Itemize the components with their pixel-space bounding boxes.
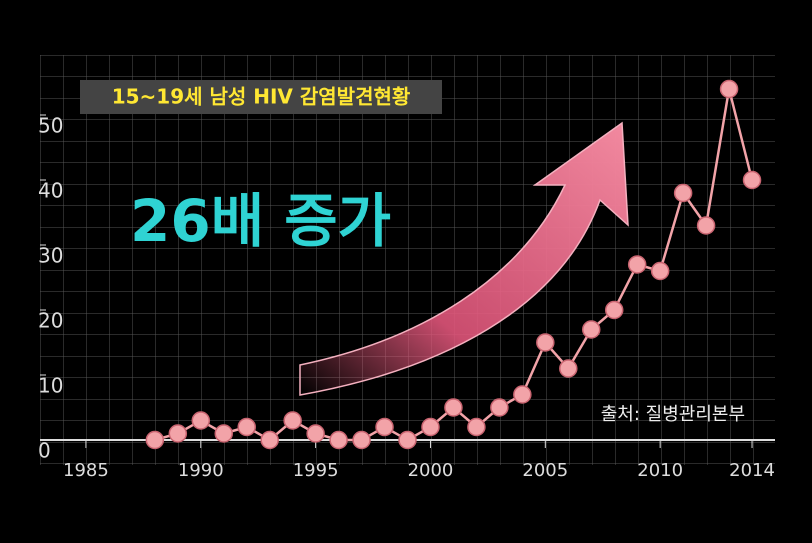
data-point xyxy=(536,333,555,352)
data-point xyxy=(467,417,486,437)
data-point xyxy=(627,255,647,274)
data-point xyxy=(604,300,624,320)
y-tick-label: 10 xyxy=(38,374,63,398)
background-grid xyxy=(40,55,775,465)
data-point xyxy=(260,430,279,450)
data-point xyxy=(375,417,394,437)
data-point xyxy=(306,424,325,443)
data-point xyxy=(283,411,302,430)
data-point xyxy=(191,411,211,430)
y-tick-label: 40 xyxy=(38,179,63,203)
data-point xyxy=(719,79,739,99)
data-point xyxy=(329,430,348,450)
x-tick-label: 1995 xyxy=(293,460,339,481)
growth-arrow xyxy=(299,121,629,396)
y-tick-label: 20 xyxy=(38,309,63,333)
data-point xyxy=(398,430,417,450)
data-point xyxy=(696,216,716,235)
data-point xyxy=(673,183,693,203)
x-tick-label: 2014 xyxy=(729,460,775,481)
y-tick-label: 30 xyxy=(38,244,63,268)
x-tick-label: 1985 xyxy=(63,460,109,481)
y-tick-label: 50 xyxy=(38,114,63,138)
chart-title: 15~19세 남성 HIV 감염발견현황 xyxy=(112,85,411,109)
data-point xyxy=(742,170,762,190)
data-point xyxy=(352,430,371,450)
data-point xyxy=(145,430,165,450)
data-point xyxy=(168,424,188,443)
data-point xyxy=(582,320,601,339)
data-point xyxy=(513,385,532,404)
source: 출처: 질병관리본부 xyxy=(601,404,745,425)
data-point xyxy=(237,417,256,437)
data-point xyxy=(650,261,670,281)
x-tick-label: 1990 xyxy=(178,460,224,481)
x-tick-label: 2000 xyxy=(408,460,454,481)
data-point xyxy=(559,359,578,378)
data-point xyxy=(490,398,509,417)
annotation: 26배 증가 xyxy=(130,187,391,255)
data-point xyxy=(421,417,440,437)
y-tick-label: 0 xyxy=(38,439,51,463)
title-box xyxy=(80,80,442,114)
x-tick-label: 2010 xyxy=(637,460,683,481)
data-point xyxy=(214,424,233,443)
x-tick-label: 2005 xyxy=(522,460,568,481)
data-point xyxy=(444,398,463,417)
